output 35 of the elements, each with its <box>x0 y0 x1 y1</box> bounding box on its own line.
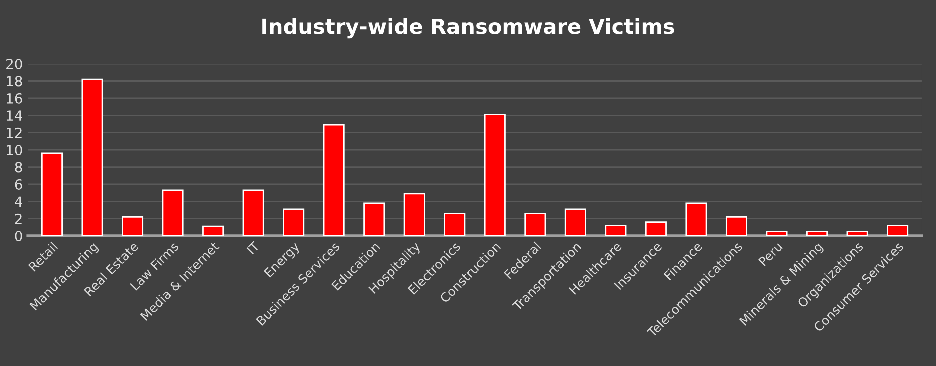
y-tick-label: 6 <box>15 179 22 190</box>
bar <box>122 216 144 236</box>
bar <box>605 225 627 236</box>
bar <box>645 222 667 236</box>
bar <box>162 190 184 236</box>
bar <box>444 213 466 236</box>
bar <box>41 152 63 236</box>
bar <box>564 208 586 236</box>
y-tick-label: 8 <box>15 162 22 173</box>
y-tick-label: 4 <box>15 196 22 207</box>
bar <box>846 231 868 236</box>
x-tick-label: IT <box>246 241 260 255</box>
chart-title: Industry-wide Ransomware Victims <box>262 18 674 39</box>
y-tick-label: 10 <box>7 145 22 156</box>
bar <box>726 216 748 236</box>
y-tick-label: 2 <box>15 214 22 224</box>
y-tick-label: 14 <box>7 110 22 121</box>
bar <box>686 202 708 236</box>
bar <box>283 208 305 236</box>
y-tick-label: 0 <box>15 231 22 242</box>
bar <box>484 114 506 236</box>
bar <box>524 213 546 236</box>
bar <box>242 190 264 236</box>
bar <box>766 231 788 236</box>
y-tick-label: 20 <box>6 59 22 70</box>
bar <box>364 202 386 236</box>
bar <box>323 124 345 236</box>
y-tick-label: 18 <box>7 76 22 87</box>
bar <box>202 226 224 236</box>
y-tick-label: 16 <box>7 93 22 104</box>
bar <box>887 225 909 236</box>
bar <box>404 193 426 236</box>
bar <box>82 78 104 236</box>
y-tick-label: 12 <box>7 128 22 138</box>
bar <box>806 231 828 236</box>
